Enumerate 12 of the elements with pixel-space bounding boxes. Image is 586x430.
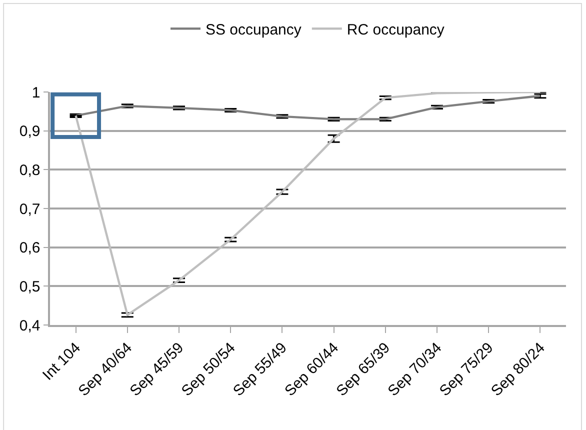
x-tick-label: Int 104 bbox=[39, 339, 84, 384]
y-tick-label: 0,9 bbox=[19, 123, 40, 140]
legend-label: SS occupancy bbox=[206, 22, 302, 38]
line-series bbox=[74, 92, 542, 316]
y-tick-label: 0,6 bbox=[19, 240, 40, 257]
y-tick-label: 0,8 bbox=[19, 162, 40, 179]
legend-label: RC occupancy bbox=[346, 22, 445, 38]
y-tick-label: 0,7 bbox=[19, 200, 40, 218]
line-series bbox=[74, 94, 542, 120]
y-tick-label: 1 bbox=[32, 84, 40, 102]
y-tick-label: 0,4 bbox=[19, 317, 40, 334]
y-tick-label: 0,5 bbox=[19, 278, 40, 296]
